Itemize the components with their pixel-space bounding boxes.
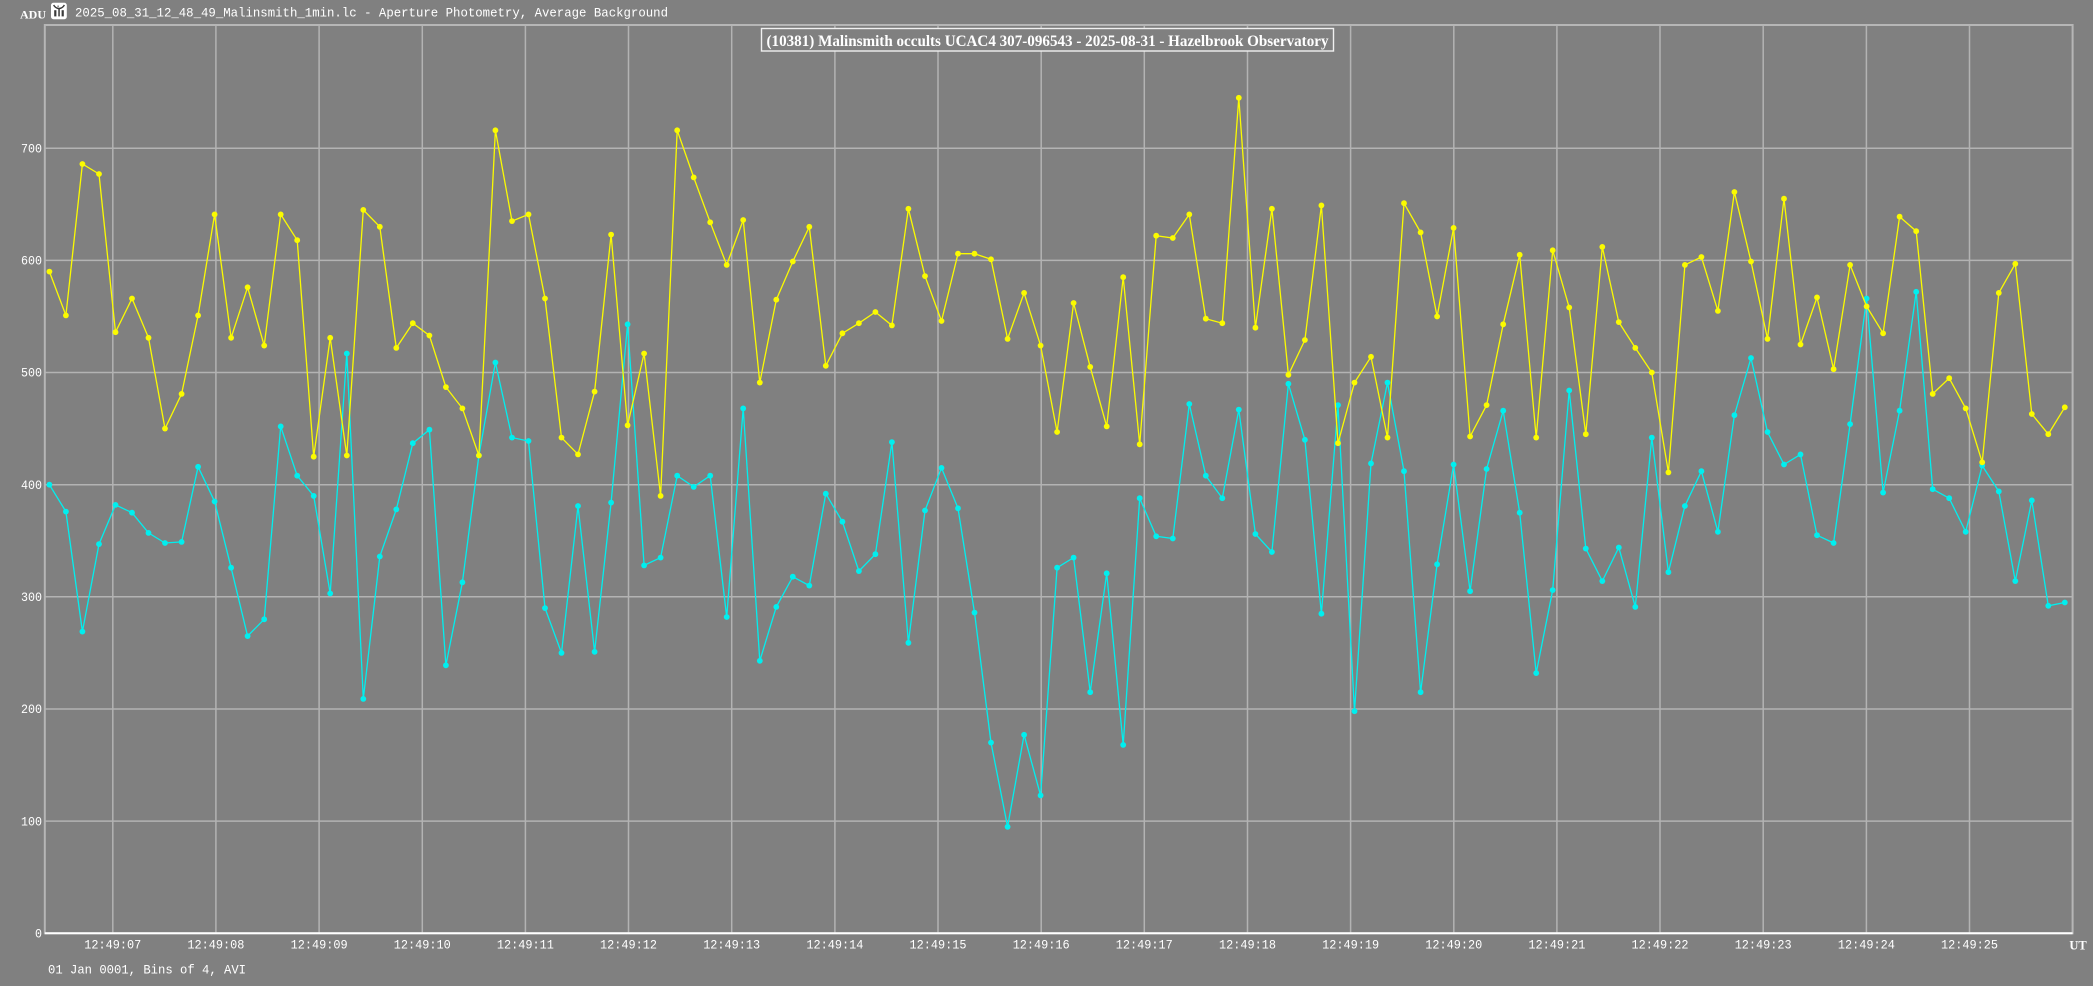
svg-text:12:49:20: 12:49:20 (1425, 938, 1482, 953)
svg-text:12:49:09: 12:49:09 (291, 938, 348, 953)
svg-text:500: 500 (21, 366, 42, 381)
svg-text:12:49:15: 12:49:15 (910, 938, 967, 953)
svg-text:12:49:22: 12:49:22 (1632, 938, 1689, 953)
svg-text:12:49:25: 12:49:25 (1941, 938, 1998, 953)
svg-text:12:49:07: 12:49:07 (84, 938, 141, 953)
svg-text:12:49:24: 12:49:24 (1838, 938, 1895, 953)
svg-text:2025_08_31_12_48_49_Malinsmith: 2025_08_31_12_48_49_Malinsmith_1min.lc -… (75, 6, 668, 21)
svg-text:UT: UT (2069, 939, 2087, 953)
svg-text:12:49:14: 12:49:14 (806, 938, 863, 953)
svg-text:0: 0 (35, 927, 42, 942)
svg-text:12:49:17: 12:49:17 (1116, 938, 1173, 953)
svg-text:12:49:13: 12:49:13 (703, 938, 760, 953)
svg-text:600: 600 (21, 254, 42, 269)
svg-text:200: 200 (21, 702, 42, 717)
svg-text:400: 400 (21, 478, 42, 493)
svg-text:12:49:10: 12:49:10 (394, 938, 451, 953)
svg-text:(10381) Malinsmith occults UCA: (10381) Malinsmith occults UCAC4 307-096… (767, 33, 1329, 50)
svg-text:12:49:18: 12:49:18 (1219, 938, 1276, 953)
svg-text:12:49:21: 12:49:21 (1528, 938, 1585, 953)
svg-text:12:49:23: 12:49:23 (1735, 938, 1792, 953)
svg-text:12:49:12: 12:49:12 (600, 938, 657, 953)
svg-text:700: 700 (21, 141, 42, 156)
svg-text:12:49:19: 12:49:19 (1322, 938, 1379, 953)
svg-text:12:49:08: 12:49:08 (187, 938, 244, 953)
svg-text:300: 300 (21, 590, 42, 605)
svg-text:12:49:11: 12:49:11 (497, 938, 554, 953)
svg-text:01 Jan 0001, Bins of 4, AVI: 01 Jan 0001, Bins of 4, AVI (48, 963, 246, 978)
svg-text:ADU: ADU (20, 8, 46, 22)
svg-text:12:49:16: 12:49:16 (1013, 938, 1070, 953)
svg-text:100: 100 (21, 814, 42, 829)
